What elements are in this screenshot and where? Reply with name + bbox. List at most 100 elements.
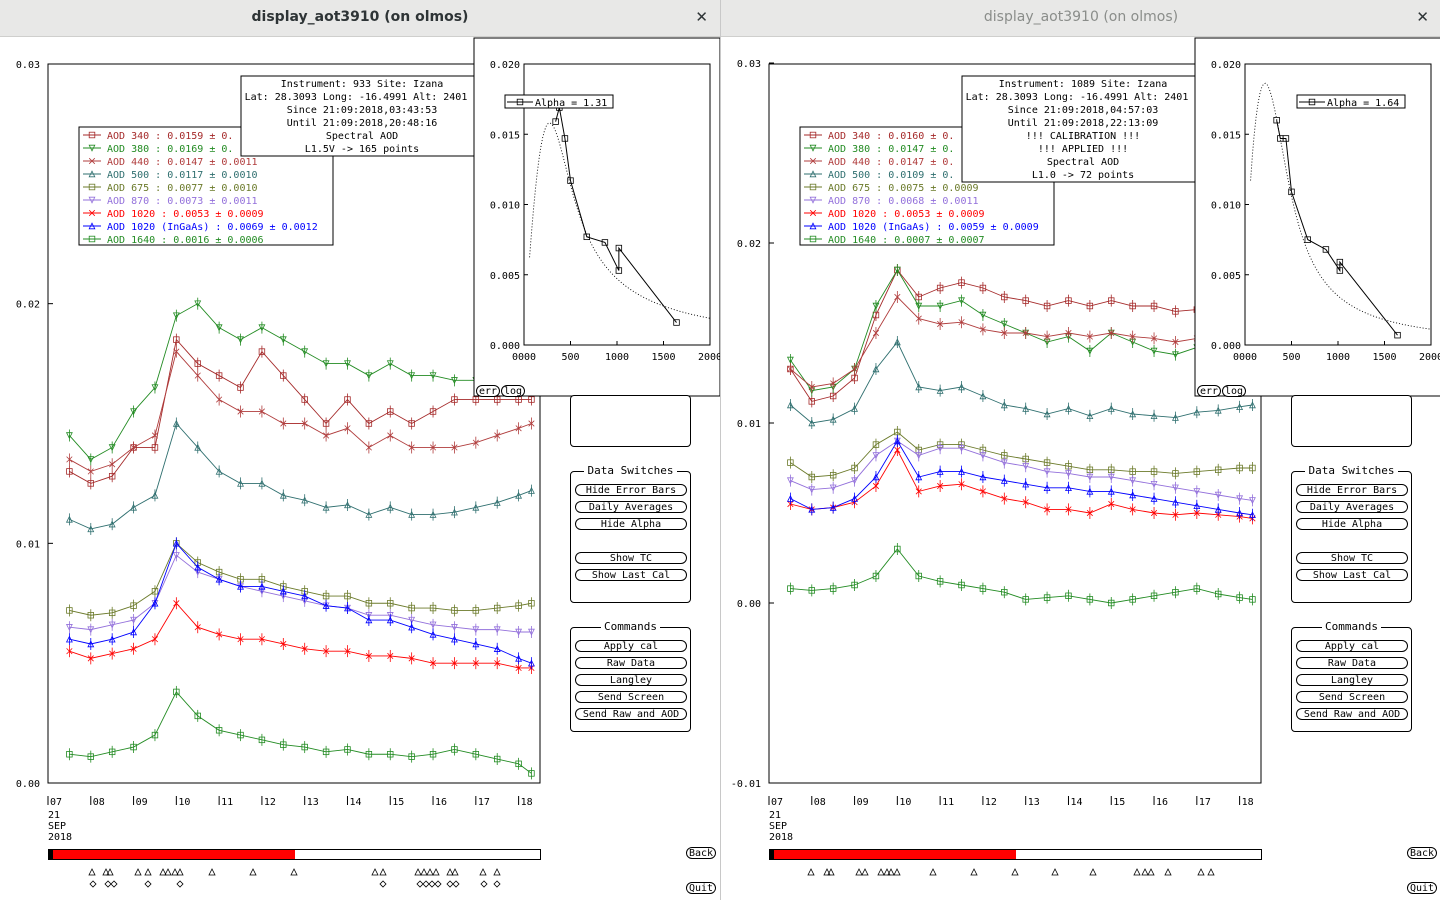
daily-averages-button[interactable]: Daily Averages — [1296, 501, 1408, 513]
back-button[interactable]: Back — [1407, 847, 1438, 859]
data-point — [1150, 302, 1158, 310]
data-point — [65, 635, 73, 643]
data-point — [515, 491, 523, 499]
titlebar[interactable]: display_aot3910 (on olmos) ✕ — [0, 0, 720, 37]
data-point — [1172, 338, 1179, 346]
inset-x-label: 0000 — [512, 352, 536, 363]
data-point — [894, 446, 901, 454]
data-point — [130, 616, 138, 624]
send-raw-and-aod-button[interactable]: Send Raw and AOD — [575, 708, 687, 720]
day-marker-diamond — [493, 880, 501, 888]
quit-button[interactable]: Quit — [1407, 882, 1438, 894]
data-point — [1043, 459, 1051, 466]
x-tick-label: 18 — [1242, 797, 1254, 808]
data-point — [893, 437, 901, 445]
back-button[interactable]: Back — [686, 847, 717, 859]
data-point — [528, 600, 535, 607]
raw-data-button[interactable]: Raw Data — [575, 657, 687, 669]
langley-button[interactable]: Langley — [575, 674, 687, 686]
data-point — [237, 336, 244, 344]
data-point — [1172, 511, 1179, 518]
data-point — [1171, 413, 1179, 421]
langley-button[interactable]: Langley — [1296, 674, 1408, 686]
time-progress-bar[interactable] — [48, 849, 541, 860]
data-point — [528, 770, 535, 777]
close-icon[interactable]: ✕ — [695, 8, 708, 26]
data-point — [451, 660, 458, 667]
show-tc-button[interactable]: Show TC — [575, 552, 687, 564]
data-point — [279, 587, 287, 595]
data-point — [429, 604, 437, 612]
panel-blank — [1291, 395, 1412, 447]
apply-cal-button[interactable]: Apply cal — [1296, 640, 1408, 652]
quit-button[interactable]: Quit — [686, 882, 717, 894]
data-point — [851, 464, 858, 472]
time-progress-bar[interactable] — [769, 849, 1262, 860]
hide-alpha-button[interactable]: Hide Alpha — [1296, 518, 1408, 530]
data-point — [979, 311, 987, 319]
data-point — [851, 477, 859, 485]
day-marker-triangle — [134, 868, 142, 876]
log-button[interactable]: log — [1222, 385, 1247, 397]
data-point — [408, 420, 415, 427]
data-point — [1249, 464, 1256, 472]
data-point — [1108, 599, 1115, 607]
data-point — [808, 383, 815, 391]
inset-data-point — [615, 244, 623, 252]
send-screen-button[interactable]: Send Screen — [575, 691, 687, 703]
legend-swatch-marker — [809, 170, 817, 178]
commands-panel: Commands Apply cal Raw Data Langley Send… — [1291, 620, 1412, 732]
data-point — [87, 753, 94, 760]
legend-swatch-marker — [88, 131, 96, 139]
data-point — [1129, 333, 1136, 340]
daily-averages-button[interactable]: Daily Averages — [575, 501, 687, 513]
data-point — [151, 636, 159, 643]
data-point — [1150, 494, 1158, 502]
apply-cal-button[interactable]: Apply cal — [575, 640, 687, 652]
data-point — [494, 396, 501, 403]
date-day: 21 — [769, 810, 782, 821]
inset-legend-label: Alpha = 1.31 — [535, 98, 607, 109]
data-point — [851, 404, 859, 412]
data-point — [66, 607, 73, 614]
data-point — [194, 712, 201, 720]
data-point — [958, 581, 965, 589]
data-point — [1193, 408, 1201, 416]
data-point — [365, 420, 373, 427]
day-marker-triangle — [171, 868, 179, 876]
x-tick-label: 17 — [1199, 797, 1211, 808]
legend-entry: AOD 440 : 0.0147 ± 0. — [828, 157, 954, 168]
data-point — [66, 648, 73, 655]
err-button[interactable]: err — [476, 385, 501, 397]
inset-y-label: 0.000 — [490, 341, 520, 352]
data-point — [344, 501, 351, 509]
day-marker-diamond — [446, 880, 454, 888]
plot-area: 0.03 0.02 0.01 0.00 -0.01 07 08 09 10 11 12 13 14 15 1… — [731, 37, 1440, 876]
hide-error-bars-button[interactable]: Hide Error Bars — [575, 484, 687, 496]
err-button[interactable]: err — [1197, 385, 1222, 397]
titlebar[interactable]: display_aot3910 (on olmos) ✕ — [721, 0, 1440, 37]
data-point — [87, 655, 94, 662]
send-raw-and-aod-button[interactable]: Send Raw and AOD — [1296, 708, 1408, 720]
data-point — [894, 293, 901, 301]
data-point — [130, 408, 138, 416]
info-line: Since 21:09:2018,03:43:53 — [287, 105, 438, 116]
data-point — [1172, 470, 1179, 477]
show-last-cal-button[interactable]: Show Last Cal — [575, 569, 687, 581]
show-last-cal-button[interactable]: Show Last Cal — [1296, 569, 1408, 581]
data-point — [87, 612, 94, 619]
inset-y-label: 0.020 — [490, 60, 520, 71]
day-marker-triangle — [1141, 868, 1149, 876]
data-point — [344, 396, 351, 403]
commands-panel: Commands Apply cal Raw Data Langley Send… — [570, 620, 691, 732]
hide-error-bars-button[interactable]: Hide Error Bars — [1296, 484, 1408, 496]
log-button[interactable]: log — [501, 385, 526, 397]
day-marker-triangle — [823, 868, 831, 876]
data-point — [527, 628, 535, 636]
close-icon[interactable]: ✕ — [1416, 8, 1429, 26]
raw-data-button[interactable]: Raw Data — [1296, 657, 1408, 669]
x-tick-label: 13 — [307, 797, 319, 808]
hide-alpha-button[interactable]: Hide Alpha — [575, 518, 687, 530]
send-screen-button[interactable]: Send Screen — [1296, 691, 1408, 703]
show-tc-button[interactable]: Show TC — [1296, 552, 1408, 564]
